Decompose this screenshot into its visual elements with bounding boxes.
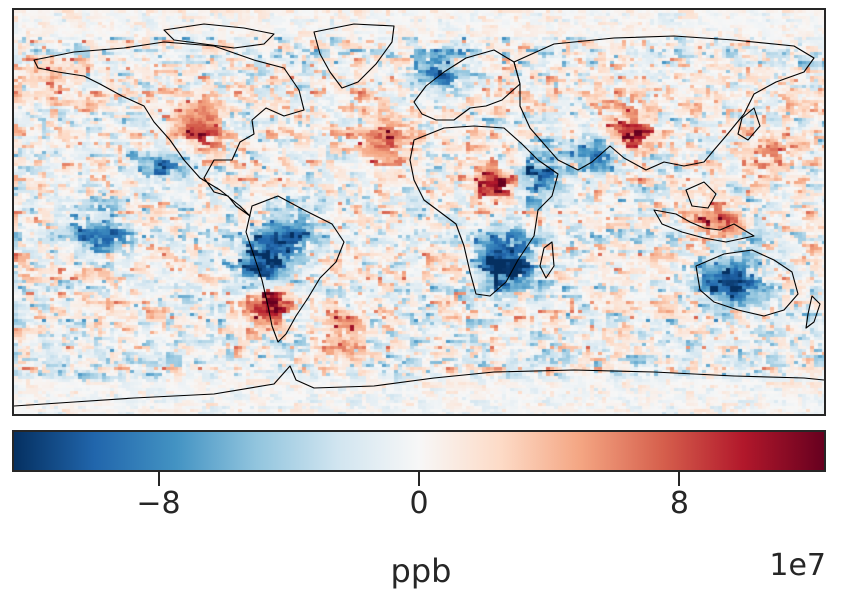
coastline-new-zealand <box>805 295 821 329</box>
colorbar <box>12 430 826 472</box>
colorbar-offset-text: 1e7 <box>769 548 826 583</box>
heatmap-field <box>14 10 824 414</box>
colorbar-tick-label: −8 <box>136 486 181 521</box>
coastline-maritime-se-asia <box>653 209 755 243</box>
coastline-greenland <box>313 23 395 89</box>
colorbar-tick-label: 8 <box>669 486 690 521</box>
colorbar-tick-mark <box>157 472 160 486</box>
coastline-australia <box>695 249 799 317</box>
coastline-madagascar <box>539 241 555 279</box>
colorbar-ticks: −8 0 8 <box>12 472 826 532</box>
coastline-borneo <box>685 181 717 209</box>
coastlines <box>14 23 824 407</box>
coastline-asia <box>513 35 815 171</box>
coastline-north-america <box>33 41 305 217</box>
coastline-south-america <box>245 195 345 343</box>
coastline-japan <box>737 107 761 141</box>
coastline-antarctica <box>14 365 824 407</box>
coastline-arctic-islands <box>163 23 275 49</box>
coastline-africa <box>409 125 559 297</box>
colorbar-tick-mark <box>418 472 420 486</box>
colorbar-label: ppb <box>390 552 452 590</box>
colorbar-tick-mark <box>678 472 681 486</box>
coastline-europe <box>413 49 521 121</box>
map-panel <box>12 8 826 416</box>
colorbar-tick-label: 0 <box>409 486 429 521</box>
